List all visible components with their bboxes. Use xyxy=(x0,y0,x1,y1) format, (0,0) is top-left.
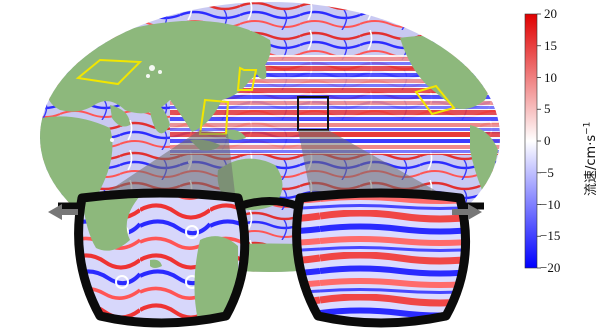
colorbar-tick-15: 15 xyxy=(544,37,557,53)
left-arrow-icon xyxy=(48,204,78,220)
colorbar xyxy=(524,13,541,269)
colorbar-tick-minus20: −20 xyxy=(540,260,561,275)
colorbar-title-exponent: −1 xyxy=(582,121,593,135)
colorbar-tick-minus15: −15 xyxy=(540,228,561,244)
colorbar-tick-10: 10 xyxy=(544,69,557,85)
colorbar-tick-minus5: −5 xyxy=(540,164,554,180)
colorbar-gradient xyxy=(524,13,538,269)
colorbar-tick-5: 5 xyxy=(544,101,551,117)
colorbar-tick-0: 0 xyxy=(544,133,551,148)
right-arrow-icon xyxy=(452,204,482,220)
colorbar-tick-minus10: −10 xyxy=(540,196,561,212)
colorbar-title-text: 流速/cm·s xyxy=(584,134,599,196)
colorbar-title: 流速/cm·s−1 xyxy=(580,122,599,196)
magnifier-glasses xyxy=(48,188,484,328)
colorbar-tick-20: 20 xyxy=(544,6,557,21)
zoomed-ocean-lens xyxy=(296,193,466,323)
zoom-funnels xyxy=(92,130,456,202)
zoomed-coastal-lens xyxy=(78,193,245,323)
